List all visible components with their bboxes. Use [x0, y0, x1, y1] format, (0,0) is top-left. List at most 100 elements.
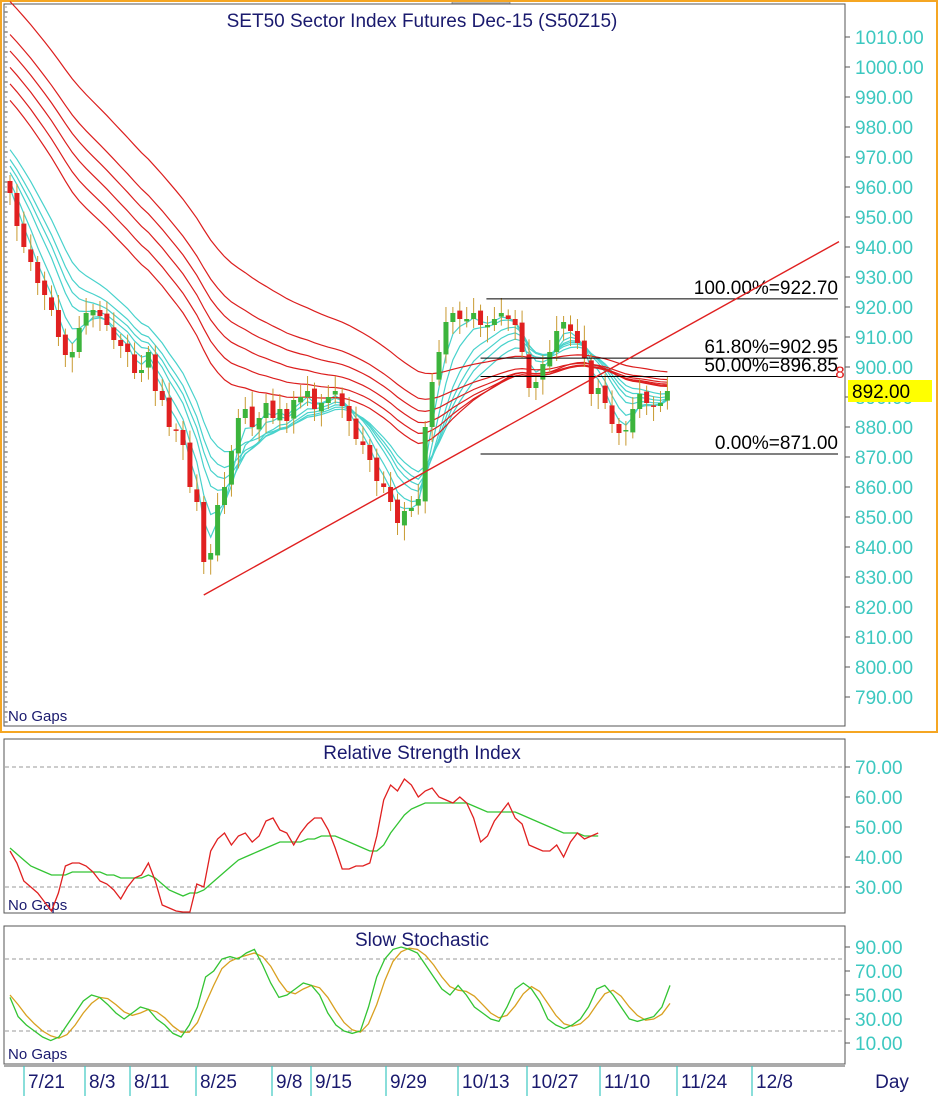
stochastic-d-line — [9, 947, 671, 1039]
date-tick-label: 8/25 — [200, 1072, 237, 1093]
date-tick-label: 9/29 — [390, 1072, 427, 1093]
stochastic-no-gaps-label: No Gaps — [8, 1046, 67, 1063]
down-candle — [152, 354, 158, 391]
down-candle — [132, 354, 138, 373]
price-tick-label: 820.00 — [855, 598, 913, 619]
rsi-lines — [5, 766, 844, 913]
down-candle — [180, 430, 186, 445]
stochastic-tick-label: 90.00 — [855, 938, 903, 959]
rsi-pane: Relative Strength Index No Gaps 70.00 60.… — [3, 738, 903, 914]
price-pane-active-frame — [0, 0, 938, 733]
up-candle — [533, 382, 539, 388]
up-candle — [484, 325, 490, 328]
rsi-tick-label: 70.00 — [855, 758, 903, 779]
down-candle — [173, 429, 179, 431]
price-marker-glyph: 8 — [835, 363, 844, 382]
price-tick-label: 930.00 — [855, 268, 913, 289]
stochastic-tick-label: 30.00 — [855, 1010, 903, 1031]
down-candle — [353, 418, 359, 439]
fibonacci-level-label: 100.00%=922.70 — [694, 278, 838, 299]
price-tick-label: 900.00 — [855, 358, 913, 379]
down-candle — [512, 319, 518, 325]
rsi-plot-area[interactable] — [3, 738, 846, 914]
up-candle — [540, 364, 546, 380]
rsi-signal-line — [9, 802, 599, 897]
down-candle — [519, 322, 525, 352]
up-candle — [554, 331, 560, 352]
date-axis[interactable]: 7/21 8/3 8/11 8/25 9/8 9/15 9/29 10/13 10/27 11/1… — [4, 1065, 845, 1096]
slow-ma-line — [9, 100, 668, 445]
up-candle — [332, 391, 338, 395]
price-tick-label: 1010.00 — [855, 28, 924, 49]
price-tick-label: 860.00 — [855, 478, 913, 499]
up-candle — [401, 511, 407, 526]
up-candle — [298, 397, 304, 403]
down-candle — [374, 457, 380, 481]
down-candle — [62, 334, 68, 355]
slow-ma-line — [9, 50, 668, 413]
date-tick-label: 7/21 — [28, 1072, 65, 1093]
up-candle — [415, 499, 421, 506]
date-tick-label: 8/3 — [89, 1072, 115, 1093]
up-candle — [408, 508, 414, 511]
candlestick-series — [7, 175, 670, 575]
price-tick-label: 970.00 — [855, 148, 913, 169]
fibonacci-level-label: 61.80%=902.95 — [704, 337, 838, 358]
date-tick-label: 11/10 — [604, 1072, 650, 1093]
last-price-label: 892.00 — [852, 382, 910, 403]
price-plot-area[interactable] — [3, 3, 846, 727]
up-candle — [291, 400, 297, 419]
up-candle — [256, 418, 262, 430]
down-candle — [7, 181, 13, 193]
down-candle — [581, 340, 587, 358]
down-candle — [249, 406, 255, 427]
rsi-axis[interactable]: 70.00 60.00 50.00 40.00 30.00 — [845, 758, 903, 899]
down-candle — [395, 499, 401, 523]
up-candle — [422, 427, 428, 502]
up-candle — [443, 322, 449, 355]
rsi-no-gaps-label: No Gaps — [8, 897, 67, 914]
up-candle — [623, 430, 629, 432]
stochastic-axis[interactable]: 90.00 70.00 50.00 30.00 10.00 — [845, 938, 903, 1055]
down-candle — [28, 249, 34, 262]
stochastic-plot-area[interactable] — [3, 925, 846, 1065]
price-tick-label: 950.00 — [855, 208, 913, 229]
down-candle — [97, 310, 103, 316]
down-candle — [616, 424, 622, 433]
up-candle — [630, 409, 636, 433]
up-candle — [222, 487, 228, 505]
up-candle — [305, 391, 311, 397]
down-candle — [457, 310, 463, 319]
up-candle — [325, 397, 331, 403]
down-candle — [526, 354, 532, 388]
rsi-tick-label: 40.00 — [855, 848, 903, 869]
price-axis[interactable]: 1010.00 1000.00 990.00 980.00 970.00 960.00 95… — [4, 11, 924, 723]
up-candle — [561, 322, 567, 329]
price-tick-label: 790.00 — [855, 688, 913, 709]
support-trendline — [203, 240, 840, 596]
down-candle — [568, 324, 574, 331]
up-candle — [498, 313, 504, 317]
up-candle — [69, 352, 75, 358]
rsi-line — [9, 777, 599, 913]
up-candle — [547, 352, 553, 367]
stochastic-pane: Slow Stochastic No Gaps 90.00 70.00 50.00 3… — [3, 925, 903, 1065]
rsi-tick-label: 50.00 — [855, 818, 903, 839]
up-candle — [491, 319, 497, 325]
rsi-tick-label: 30.00 — [855, 878, 903, 899]
date-tick-label: 11/24 — [681, 1072, 728, 1093]
rsi-tick-label: 60.00 — [855, 788, 903, 809]
date-tick-label: 9/8 — [276, 1072, 302, 1093]
period-label[interactable]: Day — [875, 1072, 909, 1093]
up-candle — [90, 310, 96, 316]
slow-moving-average-ribbon — [9, 1, 668, 445]
stochastic-tick-label: 50.00 — [855, 986, 903, 1007]
price-pane: SET50 Sector Index Futures Dec-15 (S50Z1… — [0, 0, 938, 733]
up-candle — [228, 451, 234, 485]
date-tick-label: 8/11 — [134, 1072, 170, 1093]
down-candle — [14, 193, 20, 226]
stochastic-k-line — [9, 946, 671, 1042]
price-tick-label: 870.00 — [855, 448, 913, 469]
date-tick-label: 9/15 — [315, 1072, 352, 1093]
